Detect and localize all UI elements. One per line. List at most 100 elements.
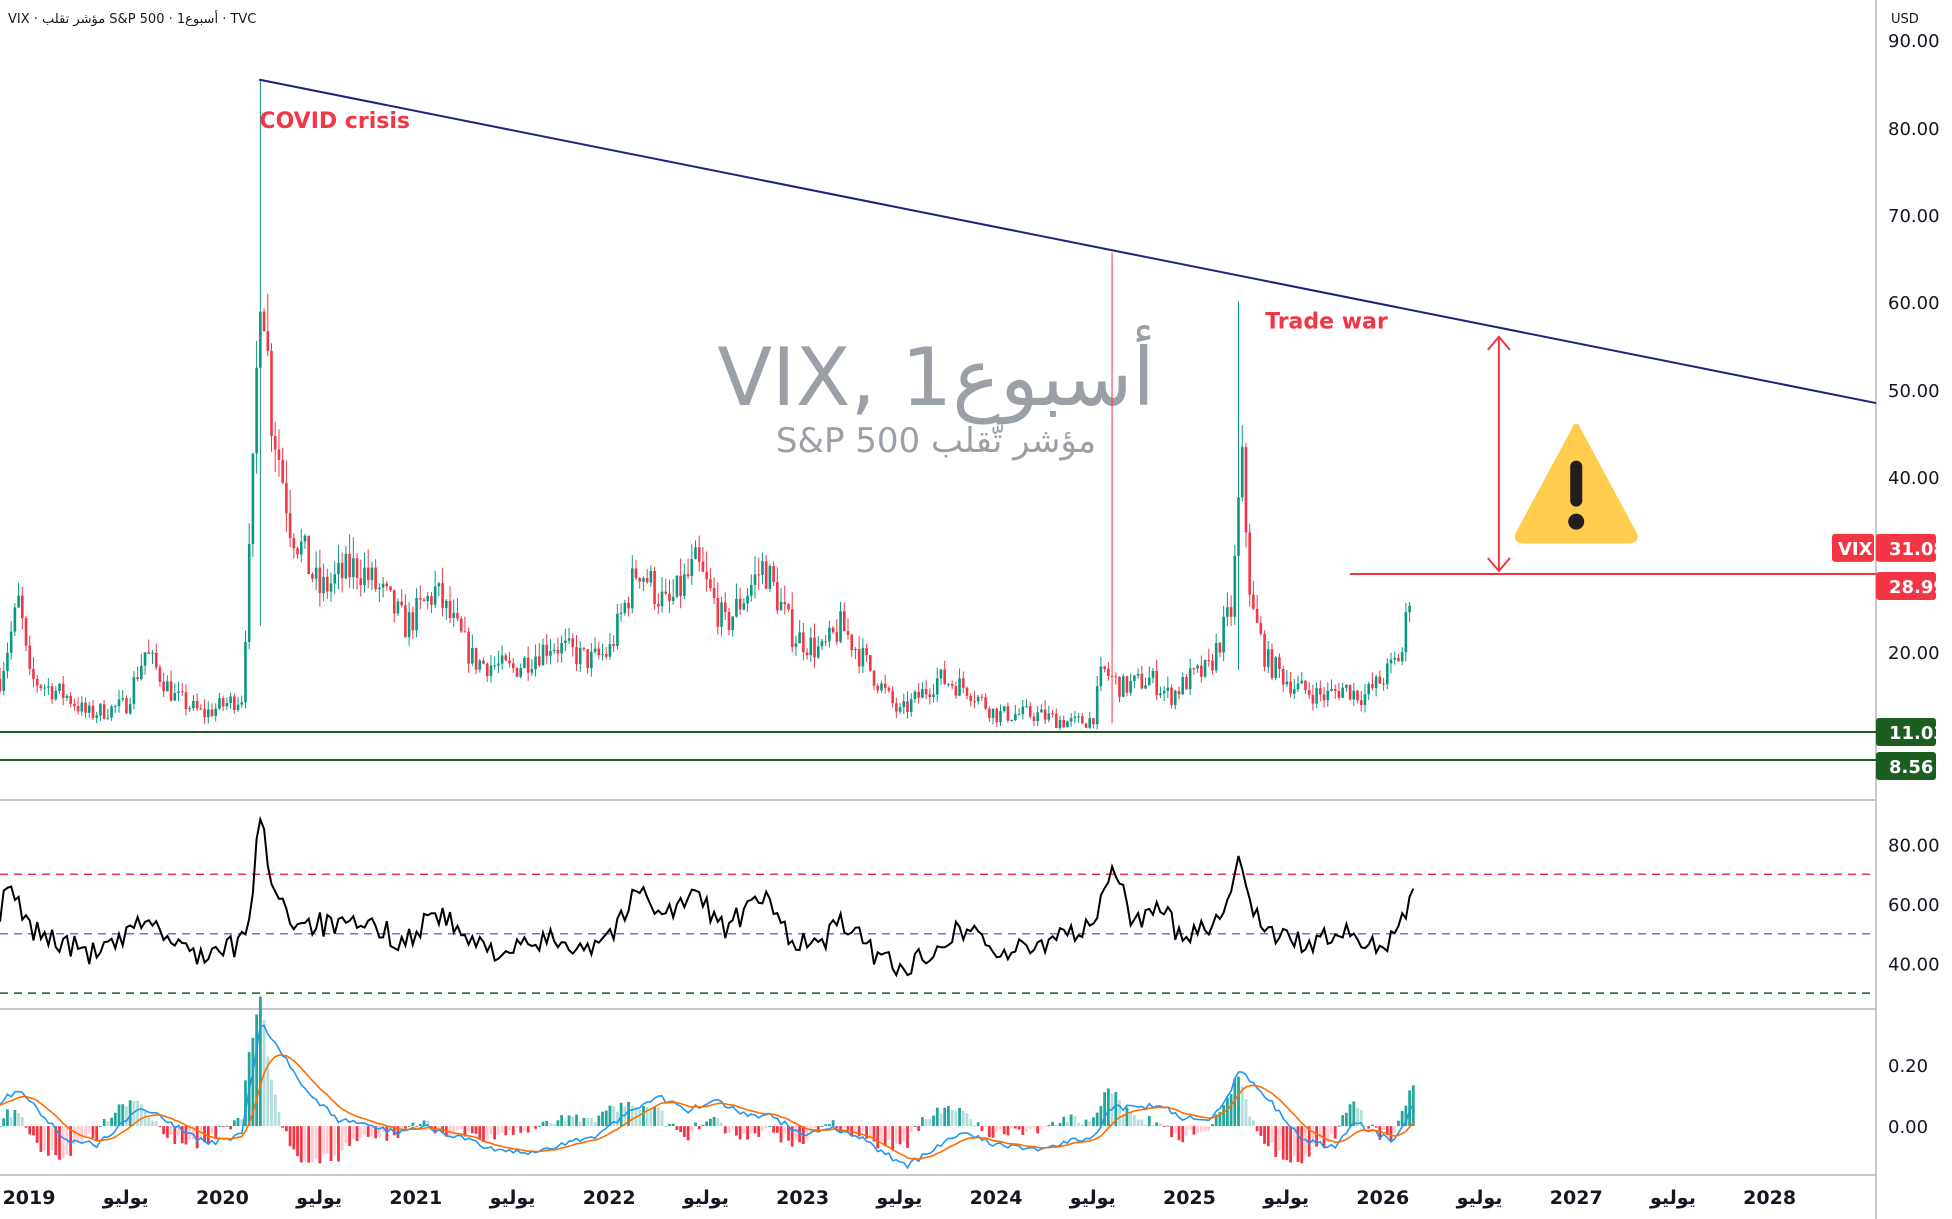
- candle-body: [1177, 690, 1181, 695]
- macd-histogram-bar: [169, 1126, 173, 1135]
- macd-histogram-bar: [541, 1121, 545, 1127]
- candle-body: [735, 598, 738, 617]
- candle-body: [820, 641, 824, 647]
- candle-body: [482, 660, 485, 664]
- macd-histogram-bar: [1114, 1092, 1118, 1127]
- candle-body: [415, 598, 418, 631]
- macd-histogram-bar: [229, 1126, 232, 1130]
- candle-body: [619, 613, 623, 615]
- macd-histogram-bar: [842, 1126, 846, 1129]
- candle-body: [742, 603, 746, 610]
- macd-histogram-bar: [58, 1126, 61, 1160]
- macd-histogram-bar: [1103, 1092, 1107, 1127]
- macd-histogram-bar: [560, 1115, 564, 1127]
- macd-histogram-bar: [794, 1126, 798, 1141]
- candle-body: [999, 711, 1002, 723]
- macd-histogram-bar: [1270, 1126, 1274, 1143]
- macd-histogram-bar: [898, 1126, 902, 1145]
- macd-histogram-bar: [1140, 1119, 1144, 1127]
- candle-body: [452, 612, 456, 618]
- macd-histogram-bar: [1192, 1126, 1196, 1135]
- candle-body: [1017, 714, 1021, 716]
- price-tick-label: 70.00: [1888, 206, 1940, 227]
- macd-histogram-bar: [143, 1111, 147, 1127]
- macd-histogram-bar: [850, 1126, 854, 1136]
- candle-body: [973, 701, 976, 703]
- macd-histogram-bar: [72, 1126, 76, 1145]
- candle-body: [552, 649, 556, 652]
- macd-histogram-bar: [839, 1126, 842, 1132]
- macd-histogram-bar: [679, 1126, 683, 1133]
- macd-histogram-bar: [69, 1126, 73, 1156]
- macd-histogram-bar: [1374, 1126, 1378, 1128]
- annotation-label: COVID crisis: [259, 109, 410, 134]
- macd-histogram-bar: [433, 1126, 437, 1134]
- macd-histogram-bar: [865, 1126, 868, 1139]
- macd-histogram-bar: [422, 1120, 426, 1127]
- candle-body: [935, 678, 939, 695]
- candle-body: [1348, 684, 1352, 700]
- macd-histogram-bar: [351, 1126, 355, 1139]
- candle-body: [210, 709, 214, 717]
- macd-histogram-bar: [1222, 1105, 1226, 1127]
- macd-histogram-bar: [24, 1126, 28, 1128]
- candle-body: [571, 638, 575, 648]
- macd-histogram-bar: [303, 1126, 307, 1162]
- macd-histogram-bar: [1039, 1126, 1043, 1129]
- macd-histogram-bar: [1348, 1104, 1352, 1127]
- candle-body: [87, 705, 91, 713]
- candle-body: [883, 683, 887, 688]
- candle-body: [273, 435, 277, 450]
- candle-body: [1107, 668, 1110, 676]
- macd-histogram-bar: [236, 1118, 240, 1127]
- macd-histogram-bar: [1203, 1126, 1207, 1132]
- rsi-tick-label: 40.00: [1888, 954, 1940, 975]
- candle-body: [262, 311, 266, 332]
- candle-body: [857, 648, 861, 667]
- candle-body: [1081, 716, 1084, 724]
- candle-body: [333, 574, 337, 584]
- macd-histogram-bar: [720, 1122, 723, 1127]
- macd-histogram-bar: [630, 1105, 634, 1127]
- macd-histogram-bar: [136, 1100, 140, 1127]
- macd-histogram-bar: [597, 1115, 601, 1127]
- macd-histogram-bar: [1352, 1101, 1356, 1127]
- macd-histogram-bar: [1289, 1126, 1292, 1163]
- candle-body: [1263, 633, 1266, 667]
- candle-body: [1162, 690, 1166, 694]
- macd-histogram-bar: [742, 1126, 746, 1134]
- candle-body: [761, 561, 764, 575]
- candle-body: [824, 641, 827, 643]
- macd-histogram-bar: [392, 1126, 396, 1136]
- macd-histogram-bar: [1397, 1120, 1400, 1127]
- macd-histogram-bar: [448, 1126, 452, 1136]
- macd-histogram-bar: [1371, 1124, 1374, 1127]
- macd-histogram-bar: [1006, 1126, 1010, 1136]
- candle-body: [325, 576, 329, 592]
- macd-histogram-bar: [1333, 1126, 1337, 1139]
- candle-body: [225, 703, 229, 707]
- candle-body: [1151, 671, 1155, 678]
- macd-histogram-bar: [1092, 1117, 1095, 1127]
- candle-body: [6, 652, 9, 672]
- candle-body: [954, 686, 958, 696]
- macd-histogram-bar: [1073, 1116, 1077, 1127]
- candle-body: [1129, 680, 1132, 693]
- macd-histogram-bar: [761, 1126, 764, 1131]
- drawings: [0, 78, 1877, 761]
- macd-histogram-bar: [790, 1126, 794, 1147]
- candle-body: [311, 574, 314, 579]
- candle-body: [24, 618, 28, 646]
- macd-histogram-bar: [381, 1126, 385, 1132]
- macd-histogram-bar: [1181, 1126, 1185, 1143]
- candle-body: [813, 637, 816, 658]
- macd-histogram-bar: [1021, 1126, 1025, 1135]
- macd-histogram-bar: [883, 1126, 887, 1146]
- macd-histogram-bar: [1125, 1107, 1129, 1127]
- candle-body: [84, 702, 87, 713]
- candle-body: [1274, 657, 1278, 678]
- macd-histogram-bar: [764, 1126, 768, 1129]
- macd-histogram-bar: [1069, 1114, 1073, 1127]
- candle-body: [816, 646, 820, 658]
- candle-body: [1002, 706, 1006, 712]
